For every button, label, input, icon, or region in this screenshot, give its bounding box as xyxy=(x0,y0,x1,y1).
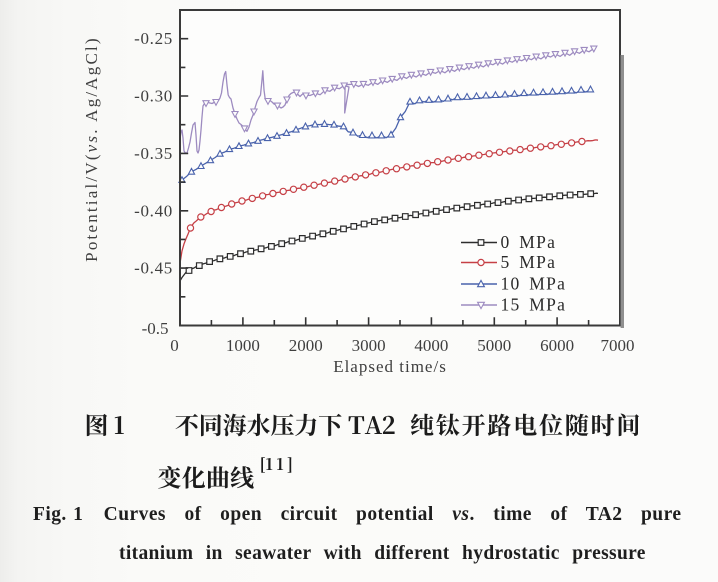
svg-text:5 MPa: 5 MPa xyxy=(501,252,557,272)
svg-text:7000: 7000 xyxy=(601,336,635,355)
svg-text:5000: 5000 xyxy=(477,336,511,355)
svg-text:-0.45: -0.45 xyxy=(134,259,173,278)
svg-text:-0.40: -0.40 xyxy=(134,201,173,220)
svg-text:1000: 1000 xyxy=(226,336,260,355)
svg-text:2000: 2000 xyxy=(289,336,323,355)
svg-text:-0.35: -0.35 xyxy=(134,144,173,163)
svg-text:Elapsed time/s: Elapsed time/s xyxy=(333,357,447,376)
svg-text:Potential/V(vs. Ag/AgCl): Potential/V(vs. Ag/AgCl) xyxy=(82,36,101,262)
svg-text:15 MPa: 15 MPa xyxy=(501,295,567,315)
svg-text:-0.5: -0.5 xyxy=(142,319,169,338)
svg-text:-0.30: -0.30 xyxy=(134,87,173,106)
svg-text:4000: 4000 xyxy=(414,336,448,355)
svg-text:0 MPa: 0 MPa xyxy=(501,232,557,252)
svg-text:6000: 6000 xyxy=(540,336,574,355)
svg-text:-0.25: -0.25 xyxy=(134,29,173,48)
svg-text:0: 0 xyxy=(170,336,179,355)
svg-text:10 MPa: 10 MPa xyxy=(501,274,567,294)
svg-text:3000: 3000 xyxy=(352,336,386,355)
